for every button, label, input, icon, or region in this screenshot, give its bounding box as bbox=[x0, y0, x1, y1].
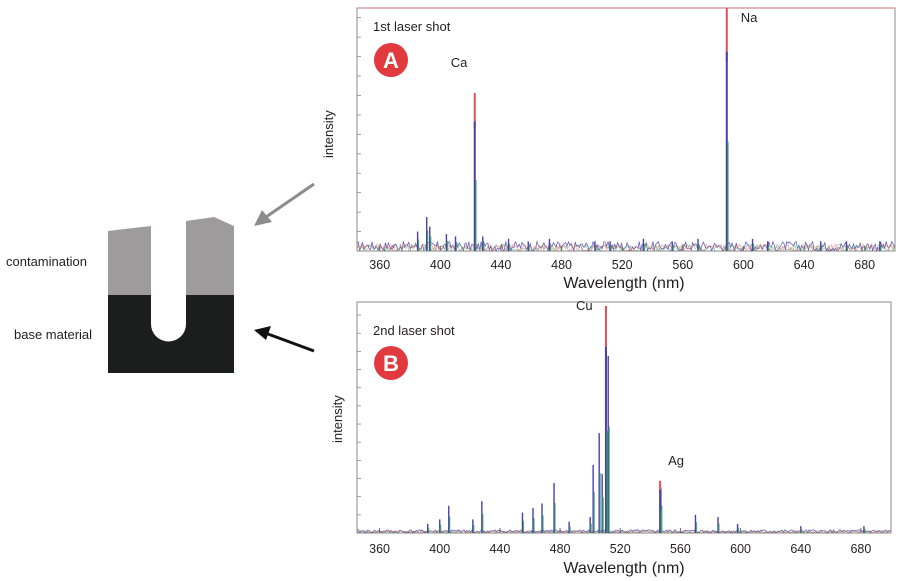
chart-a-xlabel: Wavelength (nm) bbox=[563, 275, 684, 292]
chart-a-x-tick-labels: 360 400 440 480 520 560 600 640 680 bbox=[369, 258, 875, 272]
chart-a-plot-frame bbox=[356, 7, 896, 252]
peak-label-ca: Ca bbox=[451, 55, 468, 70]
badge-b-letter: B bbox=[383, 351, 399, 376]
peak-label-cu: Cu bbox=[576, 298, 593, 313]
peak-label-ag: Ag bbox=[668, 453, 684, 468]
x-tick-label: 400 bbox=[430, 258, 451, 272]
chart-b: Cu Ag 360 400 440 480 520 560 600 640 680 2nd las… bbox=[330, 298, 892, 577]
x-tick-label: 480 bbox=[551, 258, 572, 272]
chart-a-labeled-peaks: Ca Na bbox=[451, 8, 758, 251]
chart-b-x-ticks bbox=[379, 528, 862, 533]
chart-b-badge: B bbox=[374, 346, 408, 380]
x-tick-label: 560 bbox=[672, 258, 693, 272]
badge-a-circle bbox=[374, 43, 408, 77]
contamination-label: contamination bbox=[6, 254, 87, 269]
chart-a-x-ticks bbox=[379, 246, 866, 251]
chart-a-y-ticks bbox=[357, 17, 361, 232]
contamination-layer-right bbox=[186, 217, 234, 295]
chart-a-minor-peaks bbox=[416, 216, 882, 251]
base-material-label: base material bbox=[14, 327, 92, 342]
chart-b-annotation: 2nd laser shot bbox=[373, 323, 455, 338]
x-tick-label: 400 bbox=[429, 542, 450, 556]
badge-b-circle bbox=[374, 346, 408, 380]
arrow-head-b bbox=[254, 326, 271, 340]
chart-b-plot-frame bbox=[356, 301, 892, 534]
base-material-block bbox=[108, 295, 234, 373]
chart-a-annotation: 1st laser shot bbox=[373, 19, 451, 34]
chart-b-xlabel: Wavelength (nm) bbox=[563, 560, 684, 577]
contamination-layer bbox=[108, 226, 151, 295]
x-tick-label: 440 bbox=[491, 258, 512, 272]
chart-b-minor-peaks bbox=[426, 355, 866, 533]
arrow-to-chart-a bbox=[254, 182, 315, 226]
x-tick-label: 680 bbox=[850, 542, 871, 556]
badge-a-letter: A bbox=[383, 48, 399, 73]
chart-b-y-ticks bbox=[357, 314, 361, 516]
x-tick-label: 560 bbox=[670, 542, 691, 556]
peak-label-na: Na bbox=[741, 10, 758, 25]
arrow-to-chart-b bbox=[254, 326, 315, 353]
x-tick-label: 520 bbox=[610, 542, 631, 556]
chart-a-noise-series bbox=[356, 240, 895, 253]
x-tick-label: 440 bbox=[489, 542, 510, 556]
x-tick-label: 360 bbox=[369, 258, 390, 272]
x-tick-label: 600 bbox=[730, 542, 751, 556]
x-tick-label: 640 bbox=[794, 258, 815, 272]
x-tick-label: 480 bbox=[550, 542, 571, 556]
x-tick-label: 600 bbox=[733, 258, 754, 272]
chart-b-x-tick-labels: 360 400 440 480 520 560 600 640 680 bbox=[369, 542, 871, 556]
arrow-head-a bbox=[254, 210, 272, 226]
x-tick-label: 520 bbox=[612, 258, 633, 272]
chart-b-labeled-peaks: Cu Ag bbox=[576, 298, 684, 533]
chart-a-badge: A bbox=[374, 43, 408, 77]
chart-a: Ca Na 360 400 440 480 520 560 600 640 680 1st las… bbox=[321, 7, 896, 292]
x-tick-label: 360 bbox=[369, 542, 390, 556]
x-tick-label: 640 bbox=[790, 542, 811, 556]
sample-schematic: contamination base material bbox=[6, 217, 234, 373]
chart-b-noise-series bbox=[356, 529, 891, 534]
chart-b-ylabel: intensity bbox=[330, 395, 345, 443]
x-tick-label: 680 bbox=[854, 258, 875, 272]
chart-a-ylabel: intensity bbox=[321, 110, 336, 158]
